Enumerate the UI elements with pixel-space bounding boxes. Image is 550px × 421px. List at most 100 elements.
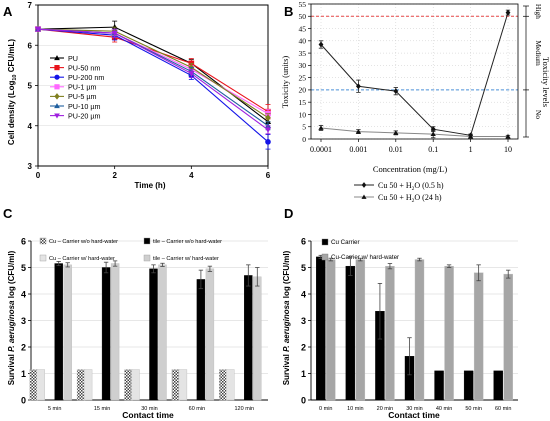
- panel-d-y-tick-label: 0: [301, 396, 306, 406]
- panel-a-x-tick-label: 0: [36, 171, 41, 180]
- panel-d-bar: [414, 259, 425, 401]
- panel-b-data-point: [393, 130, 399, 135]
- panel-d-legend-label: Cu Carrier: [331, 239, 360, 246]
- panel-d-error-bar: [377, 282, 383, 340]
- panel-c-chart: 0 1 2 3 4 5 6 5 min 15 min 30 min 60 min 120 min Co…: [7, 237, 268, 420]
- panel-b-level-label: No: [534, 110, 543, 119]
- panel-b-data-point: [505, 9, 511, 16]
- panel-d-bar: [473, 272, 484, 401]
- panel-c-bar: [110, 263, 120, 401]
- panel-b-chart: 0 5 10 15 20 25 30 35 40 45 50 55 0.0001 0.001 0.01 0.1…: [280, 0, 550, 204]
- panel-a-legend-label: PU-200 nm: [68, 73, 104, 82]
- panel-a-y-tick-label: 4: [28, 122, 33, 131]
- panel-c-bar: [149, 268, 158, 401]
- panel-c-bar: [83, 369, 93, 401]
- panel-d-y-tick-label: 6: [301, 237, 306, 247]
- panel-c-x-tick-label: 120 min: [235, 406, 255, 412]
- panel-a-legend-label: PU-1 µm: [68, 83, 97, 92]
- panel-d-error-bar: [506, 269, 511, 279]
- panel-c-bar: [244, 275, 253, 401]
- panel-b-y-tick-label: 35: [299, 49, 307, 58]
- panel-b-series: [318, 125, 511, 139]
- panel-c-bar: [54, 263, 63, 401]
- panel-d-y-axis-label: Survival P. aeruginosa log (CFU/ml): [282, 250, 291, 385]
- panel-c-y-tick-label: 0: [21, 396, 26, 406]
- panel-c-legend-swatch: [143, 237, 151, 245]
- panel-b-series-line: [320, 127, 508, 138]
- panel-b-y-tick-label: 50: [299, 12, 307, 21]
- panel-c-error-bar: [255, 267, 260, 287]
- panel-c-legend-entry: Cu – Carrier w/o hard-water: [39, 237, 118, 245]
- panel-b-x-tick-label: 1: [469, 145, 473, 154]
- panel-b-y-tick-label: 30: [299, 61, 307, 70]
- panel-b-data-point: [318, 125, 324, 130]
- panel-c-bar: [101, 267, 111, 401]
- panel-a-y-axis-label: Cell density (Log10 CFU/mL): [7, 39, 18, 145]
- panel-d-error-bar: [358, 257, 363, 262]
- panel-d-error-bar: [328, 257, 333, 262]
- panel-c-bar: [205, 268, 215, 401]
- panel-d-y-tick-label: 4: [301, 290, 306, 300]
- panel-d-legend-swatch: [321, 238, 329, 246]
- panel-d-bar: [345, 265, 356, 401]
- panel-d-legend: Cu Carrier Cu-Carrier w/ hard-water: [321, 238, 399, 261]
- panel-a-legend-entry: PU-1 µm: [50, 83, 97, 92]
- panel-d-bar: [444, 265, 454, 401]
- panel-b-x-tick-label: 0.001: [349, 145, 367, 154]
- panel-a-series: [34, 26, 272, 135]
- panel-a-legend-entry: PU-5 µm: [50, 92, 97, 101]
- panel-b-y-tick-label: 15: [299, 98, 307, 107]
- panel-a-data-point: [265, 139, 271, 145]
- panel-c-error-bar: [65, 262, 70, 268]
- panel-c-y-tick-label: 6: [21, 237, 26, 247]
- panel-a-plot-frame: [37, 4, 269, 167]
- panel-c-legend-swatch: [39, 254, 47, 262]
- panel-c-bar: [253, 276, 262, 401]
- panel-d-x-tick-label: 0 min: [319, 406, 332, 412]
- panel-c-y-tick-label: 1: [21, 369, 26, 379]
- panel-c-x-axis-label: Contact time: [122, 410, 174, 420]
- panel-c-legend-entry: tile – Carrier w/ hard-water: [143, 254, 219, 262]
- panel-c-legend-label: tile – Carrier w/ hard-water: [153, 256, 219, 262]
- panel-b-x-tick-label: 0.0001: [310, 145, 332, 154]
- panel-c-error-bar: [207, 265, 213, 272]
- panel-a-data-point: [265, 114, 271, 122]
- panel-a-legend-marker: [54, 113, 60, 119]
- panel-b-y-tick-label: 5: [302, 123, 306, 132]
- panel-d-x-axis-label: Contact time: [388, 410, 440, 420]
- panel-c-legend-label: Cu – Carrier w/ hard-water: [49, 256, 115, 262]
- panel-a-y-tick-label: 5: [28, 82, 33, 91]
- panel-d-bar: [385, 265, 395, 401]
- panel-b-plot-frame: [310, 3, 519, 140]
- panel-d-error-bar: [446, 264, 452, 268]
- panel-a-chart: 3 4 5 6 7 0 2 4 6 Time (h) Cell density (Log10 C…: [7, 1, 272, 190]
- panel-a-legend-entry: PU-10 µm: [50, 102, 101, 111]
- panel-c-bar: [131, 369, 140, 401]
- panel-b-y-tick-label: 20: [299, 86, 307, 95]
- panel-a-series-line: [37, 28, 269, 131]
- panel-d-y-tick-label: 3: [301, 316, 306, 326]
- panel-c-bar: [178, 369, 188, 401]
- panel-c-legend-swatch: [143, 254, 151, 262]
- panel-a-legend-label: PU: [68, 54, 78, 63]
- panel-a-x-axis-label: Time (h): [135, 181, 166, 190]
- panel-a-legend-entry: PU: [50, 54, 78, 63]
- panel-a-data-point: [111, 24, 118, 30]
- panel-b-y-tick-label: 25: [299, 73, 307, 82]
- panel-letter-d: D: [284, 206, 293, 221]
- panel-b-series: [318, 9, 511, 139]
- panel-a-legend-entry: PU-20 µm: [50, 111, 101, 120]
- panel-b-data-point: [393, 88, 399, 95]
- panel-d-error-bar: [348, 256, 353, 276]
- panel-d-x-tick-label: 20 min: [377, 406, 394, 412]
- panel-a-legend-marker: [54, 93, 60, 100]
- panel-b-data-point: [430, 131, 436, 137]
- panel-c-bar: [196, 279, 206, 401]
- panel-b-legend-entry: Cu 50 + H2O (24 h): [354, 193, 442, 204]
- panel-b-level-label: High: [534, 4, 543, 19]
- panel-b-data-point: [467, 133, 474, 139]
- panel-d-x-tick-label: 50 min: [465, 406, 482, 412]
- panel-d-error-bar: [476, 264, 481, 282]
